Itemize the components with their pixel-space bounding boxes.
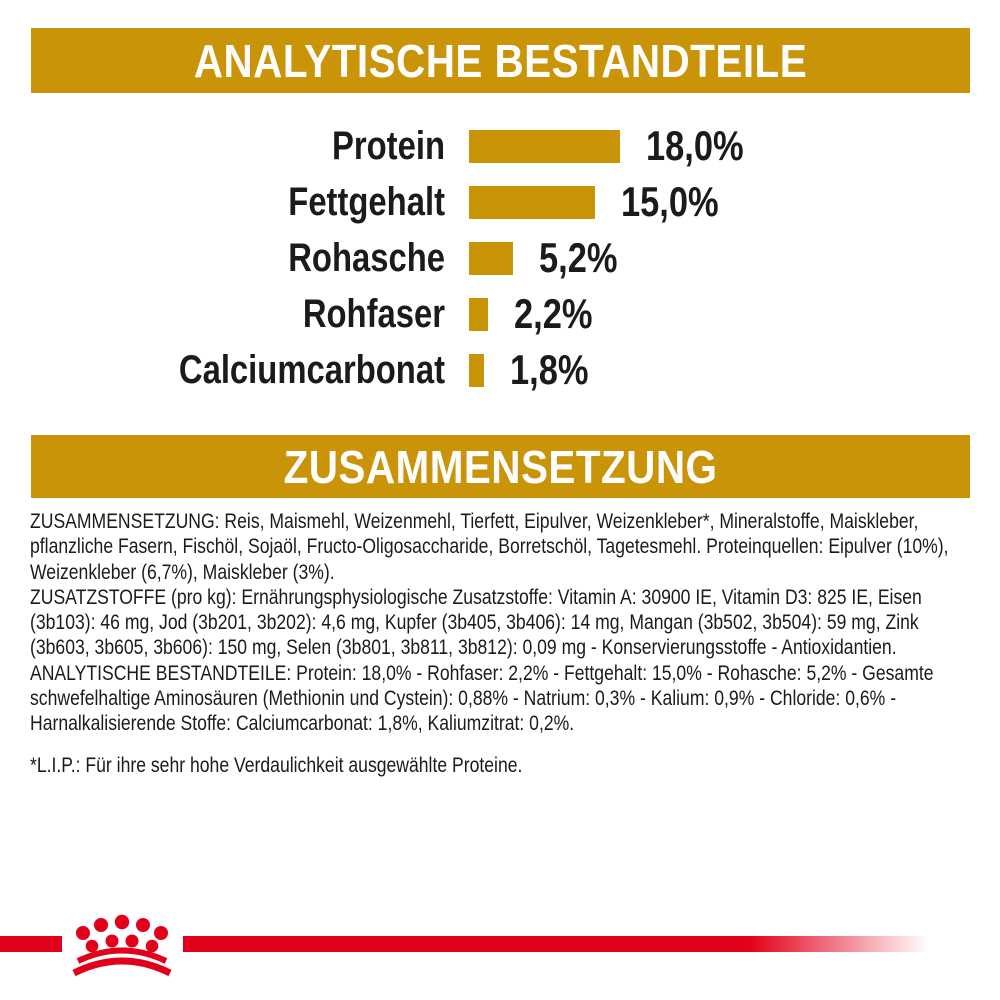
red-stripe-right [183, 936, 928, 952]
analytical-banner: ANALYTISCHE BESTANDTEILE [31, 28, 970, 93]
chart-value-label: 1,8% [510, 346, 589, 393]
chart-bar [469, 129, 621, 163]
composition-paragraph: ZUSATZSTOFFE (pro kg): Ernährungsphysiol… [30, 584, 922, 660]
crown-arcs [72, 947, 172, 977]
chart-row: Fettgehalt 15,0% [0, 174, 1000, 230]
lip-footnote: *L.I.P.: Für ihre sehr hohe Verdaulichke… [30, 752, 523, 777]
chart-bar [469, 353, 485, 387]
chart-category-label: Rohfaser [302, 292, 445, 336]
composition-paragraph: ANALYTISCHE BESTANDTEILE: Protein: 18,0%… [30, 660, 934, 736]
chart-value-label: 18,0% [646, 122, 744, 169]
composition-text-block: ZUSAMMENSETZUNG: Reis, Maismehl, Weizenm… [30, 509, 971, 778]
chart-row: Rohasche 5,2% [0, 230, 1000, 286]
royal-canin-crown-logo [72, 914, 172, 977]
chart-bar [469, 241, 513, 275]
chart-category-label: Fettgehalt [288, 180, 445, 224]
chart-value-label: 15,0% [621, 178, 719, 225]
crown-dots [76, 914, 168, 953]
chart-category-label: Calciumcarbonat [178, 348, 445, 392]
chart-value-label: 2,2% [513, 290, 593, 337]
chart-category-label: Rohasche [288, 236, 445, 280]
chart-row: Rohfaser 2,2% [0, 286, 1000, 342]
composition-banner-title: ZUSAMMENSETZUNG [283, 440, 718, 493]
chart-bar [469, 185, 595, 219]
composition-paragraphs: ZUSAMMENSETZUNG: Reis, Maismehl, Weizenm… [30, 509, 971, 737]
analytical-constituents-chart: Protein 18,0% Fettgehalt 15,0% Rohasche 5,2% R… [0, 118, 1000, 398]
chart-row: Protein 18,0% [0, 118, 1000, 174]
red-stripe-left [0, 936, 62, 952]
chart-category-label: Protein [332, 124, 445, 168]
composition-paragraph: ZUSAMMENSETZUNG: Reis, Maismehl, Weizenm… [30, 509, 949, 584]
analytical-banner-title: ANALYTISCHE BESTANDTEILE [193, 34, 808, 87]
chart-row: Calciumcarbonat 1,8% [0, 342, 1000, 398]
chart-value-label: 5,2% [538, 234, 618, 281]
composition-banner: ZUSAMMENSETZUNG [31, 435, 970, 498]
chart-bar [469, 297, 488, 331]
